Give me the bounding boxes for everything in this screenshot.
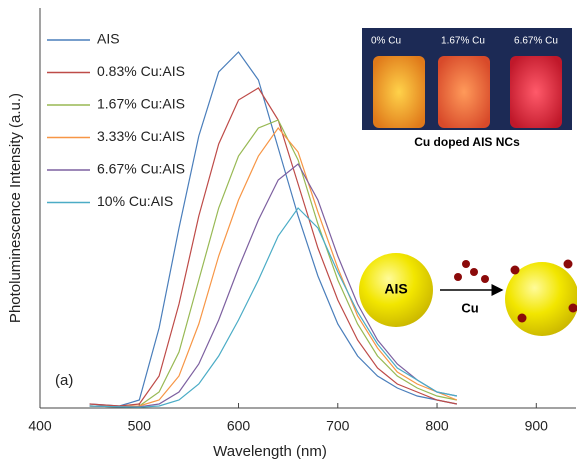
y-axis-label: Photoluminescence Intensity (a.u.) xyxy=(7,93,24,323)
dot xyxy=(568,303,577,313)
scheme xyxy=(359,253,577,336)
dot xyxy=(462,260,470,268)
x-tick-label: 700 xyxy=(326,418,350,434)
x-tick-label: 600 xyxy=(227,418,251,434)
annotation: Cu doped AIS NCs xyxy=(414,135,520,149)
dot xyxy=(563,259,573,269)
series-line xyxy=(89,163,458,408)
legend-label: 0.83% Cu:AIS xyxy=(97,63,185,79)
sphere xyxy=(359,253,433,327)
x-axis-label: Wavelength (nm) xyxy=(213,443,327,460)
annotation: 6.67% Cu xyxy=(514,36,558,47)
dot xyxy=(510,265,520,275)
annotation: (a) xyxy=(55,372,73,389)
legend-label: AIS xyxy=(97,31,120,47)
annotation: 1.67% Cu xyxy=(441,36,485,47)
dot xyxy=(470,268,478,276)
vial xyxy=(438,56,490,128)
x-tick-label: 400 xyxy=(28,418,52,434)
annotation: 0% Cu xyxy=(371,36,401,47)
series-line xyxy=(89,119,458,408)
legend-label: 3.33% Cu:AIS xyxy=(97,128,185,144)
legend-label: 1.67% Cu:AIS xyxy=(97,96,185,112)
dot xyxy=(454,273,462,281)
series-line xyxy=(89,207,458,408)
x-tick-label: 900 xyxy=(525,418,549,434)
annotation: AIS xyxy=(384,281,407,297)
vial xyxy=(373,56,425,128)
annotation: Cu xyxy=(461,300,478,315)
x-tick-label: 500 xyxy=(128,418,152,434)
inset-photo xyxy=(362,28,572,130)
x-tick-label: 800 xyxy=(425,418,449,434)
vial xyxy=(510,56,562,128)
series-line xyxy=(89,51,458,407)
series-line xyxy=(89,127,458,408)
legend-label: 10% Cu:AIS xyxy=(97,193,173,209)
dot xyxy=(517,313,527,323)
dot xyxy=(481,275,489,283)
legend-label: 6.67% Cu:AIS xyxy=(97,161,185,177)
